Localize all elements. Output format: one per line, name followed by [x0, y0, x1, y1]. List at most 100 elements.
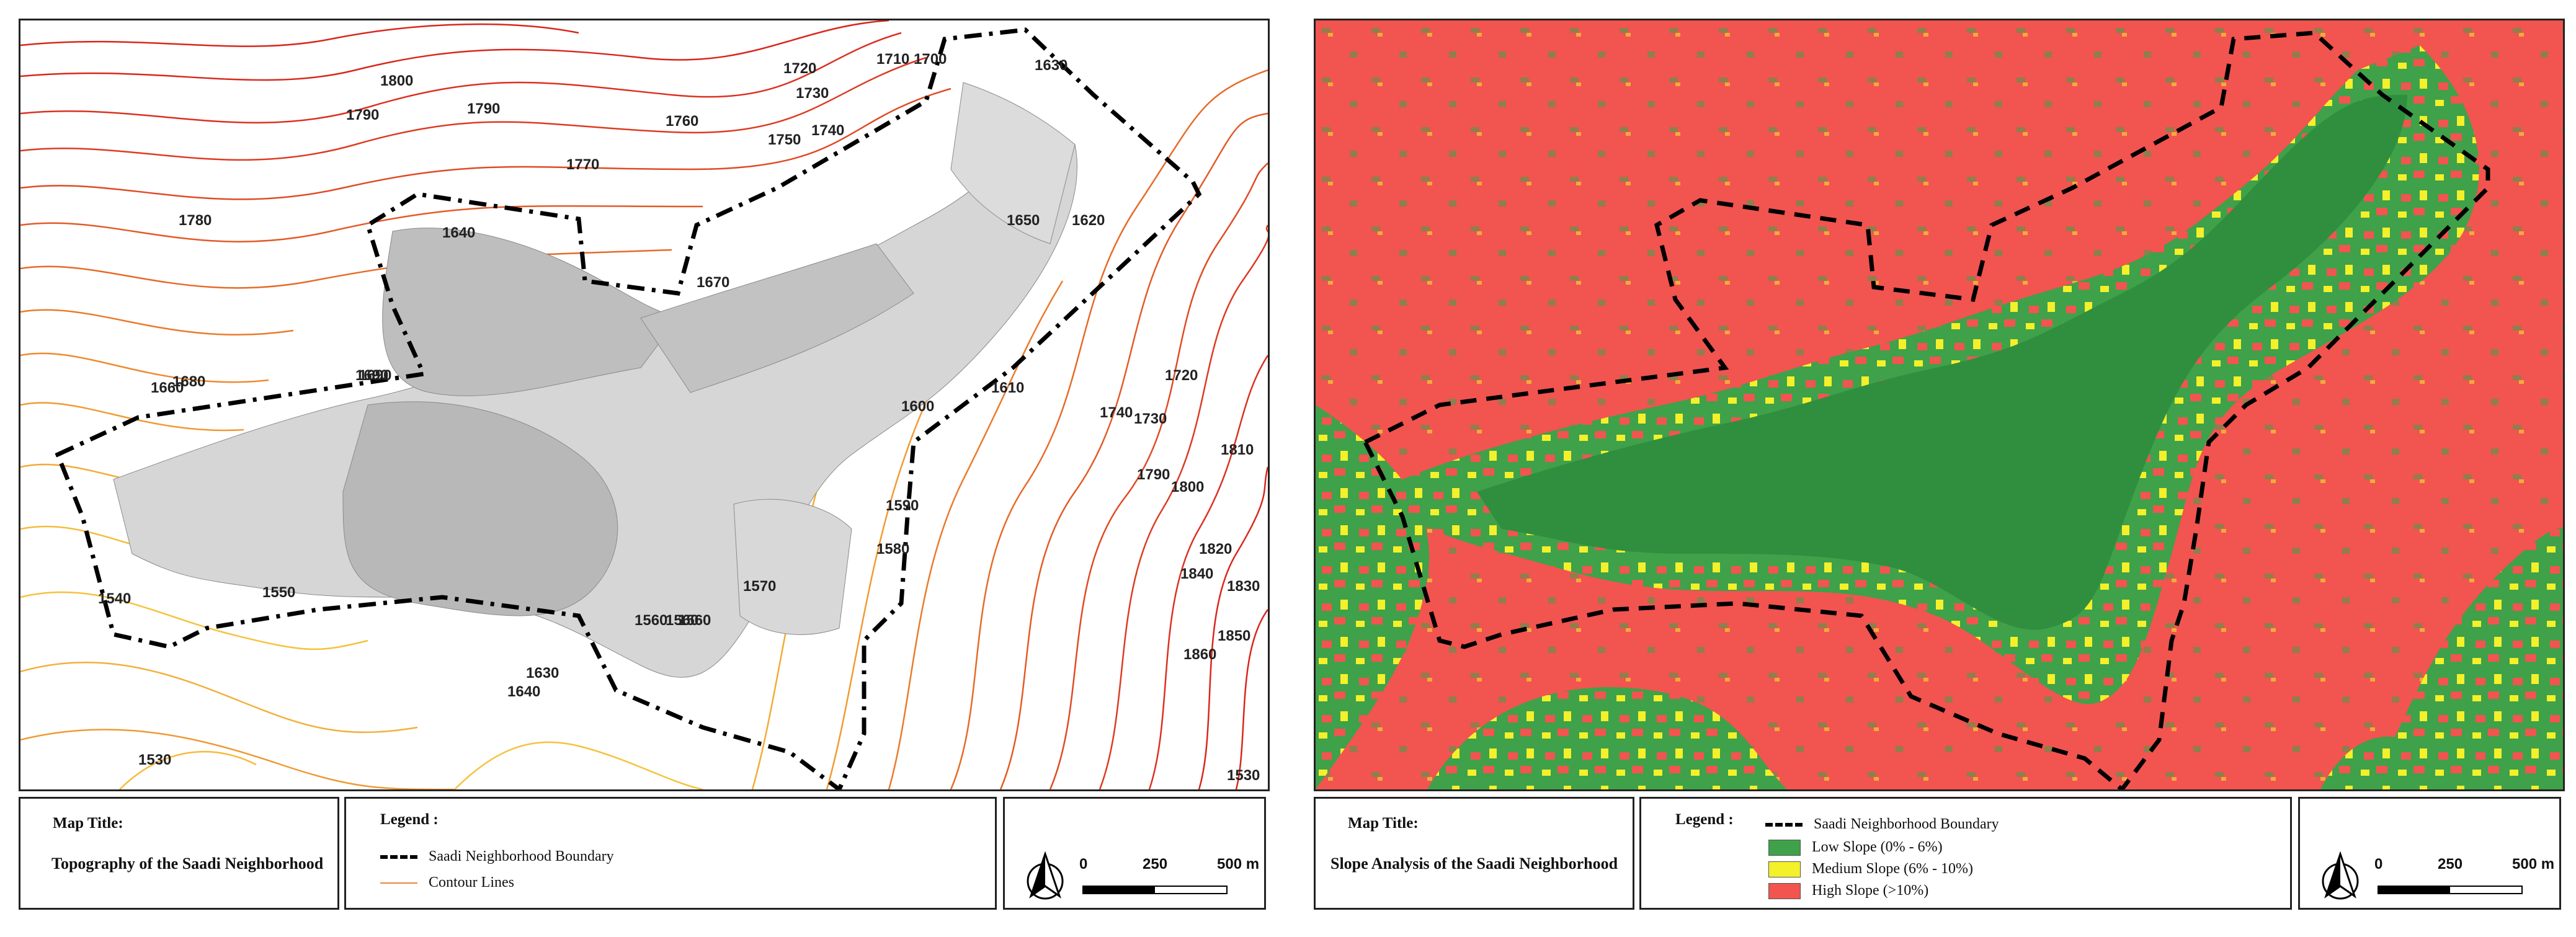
contour-label: 1790 [346, 107, 379, 123]
contour-line [1198, 466, 1268, 789]
legend-item-label: Low Slope (0% - 6%) [1812, 839, 1943, 855]
contour-line-symbol [380, 882, 417, 884]
contour-line [20, 309, 294, 335]
contour-label: 1600 [901, 398, 934, 415]
contour-label: 1530 [138, 752, 171, 768]
low-slope-area [1427, 687, 1787, 789]
contour-label: 1800 [1171, 479, 1204, 495]
contour-line [454, 741, 703, 789]
medium-slope-swatch [1768, 861, 1801, 877]
scale-label-mid: 250 [1143, 856, 1168, 873]
saadi-neighborhood-boundary [55, 27, 1202, 789]
slope-map-frame[interactable] [1314, 19, 2565, 791]
saadi-neighborhood-boundary [1362, 30, 2490, 789]
contour-label: 1630 [526, 665, 559, 682]
dashed-line-symbol [380, 855, 417, 859]
legend-item-low-slope: Low Slope (0% - 6%) [1768, 839, 1943, 856]
slope-map-canvas [1316, 20, 2563, 789]
contour-line [999, 112, 1268, 789]
contour-label: 1640 [507, 683, 540, 700]
contour-line [20, 729, 455, 789]
contour-line [20, 591, 368, 651]
contour-label: 1800 [380, 73, 413, 89]
contour-line [1235, 609, 1268, 789]
scale-bar [2378, 886, 2523, 894]
contour-label: 1540 [98, 590, 131, 607]
contour-label: 1530 [1227, 767, 1260, 784]
north-arrow-icon [1027, 851, 1064, 900]
contour-label: 1660 [151, 380, 184, 396]
legend-item-label: Saadi Neighborhood Boundary [1814, 816, 1999, 832]
contour-label: 1670 [697, 274, 729, 291]
contour-line [20, 56, 927, 161]
scale-label-end: 500 m [2512, 856, 2555, 873]
contour-label: 1860 [1183, 646, 1216, 663]
topography-map-frame[interactable]: 1800 1790 1790 1780 1770 1760 1750 1740 … [19, 19, 1270, 791]
contour-label: 1820 [1199, 541, 1232, 557]
low-slope-swatch [1768, 839, 1801, 856]
scale-label-start: 0 [1079, 856, 1088, 873]
dashed-line-symbol [1765, 822, 1803, 827]
legend-item-boundary: Saadi Neighborhood Boundary [1765, 816, 1999, 833]
contour-label: 1570 [743, 578, 776, 595]
contour-label: 1770 [566, 156, 599, 173]
map-title-label: Map Title: [53, 815, 123, 832]
contour-label: 1710 [876, 51, 909, 68]
contour-label: 1850 [1218, 628, 1250, 644]
map-title-box: Map Title: Slope Analysis of the Saadi N… [1314, 797, 1634, 910]
map-title-box: Map Title: Topography of the Saadi Neigh… [19, 797, 339, 910]
scale-box: 0 250 500 m [1003, 797, 1266, 910]
legend-item-high-slope: High Slope (>10%) [1768, 882, 1928, 899]
map-title: Topography of the Saadi Neighborhood [51, 855, 324, 873]
contour-line [950, 69, 1268, 789]
scale-box: 0 250 500 m [2298, 797, 2561, 910]
low-slope-area [2320, 736, 2407, 789]
legend-item-label: Medium Slope (6% - 10%) [1812, 861, 1973, 877]
contour-label: 1720 [1165, 367, 1198, 384]
contour-label: 1840 [1180, 566, 1213, 582]
contour-label: 1640 [442, 224, 475, 241]
legend-item-contours: Contour Lines [380, 874, 514, 891]
contour-label: 1550 [262, 584, 295, 601]
contour-line [20, 23, 579, 47]
contour-label: 1740 [811, 122, 844, 139]
contour-label: 1560 [678, 612, 711, 629]
low-slope-core [1477, 95, 2407, 630]
legend-label: Legend : [380, 811, 439, 828]
legend-box: Legend : Saadi Neighborhood Boundary Low… [1639, 797, 2292, 910]
contour-label: 1650 [1007, 212, 1040, 229]
contour-line [20, 352, 269, 383]
scale-label-start: 0 [2374, 856, 2383, 873]
contour-label: 1590 [886, 497, 919, 514]
contour-label: 1560 [666, 612, 698, 629]
contour-label: 1730 [1134, 411, 1167, 427]
contour-label: 1740 [1100, 404, 1133, 421]
contour-line [20, 402, 244, 432]
legend-item-label: Contour Lines [429, 874, 514, 890]
legend-item-medium-slope: Medium Slope (6% - 10%) [1768, 861, 1973, 877]
scale-label-mid: 250 [2438, 856, 2463, 873]
contour-line [20, 20, 889, 81]
contour-label: 1750 [768, 131, 801, 148]
contour-line [20, 205, 703, 242]
contour-line [1049, 162, 1268, 789]
contour-label: 1760 [666, 113, 698, 130]
low-slope-area [2370, 528, 2563, 789]
contour-line [20, 87, 952, 200]
contour-label: 1690 [359, 367, 391, 384]
contour-line [1099, 224, 1268, 789]
building-footprints [113, 82, 1077, 678]
contour-label: 1780 [179, 212, 212, 229]
contour-line [20, 32, 902, 124]
legend-item-boundary: Saadi Neighborhood Boundary [380, 848, 614, 865]
legend-box: Legend : Saadi Neighborhood Boundary Con… [344, 797, 997, 910]
contour-label: 1700 [914, 51, 947, 68]
contour-line [20, 662, 418, 734]
slope-map-panel: Map Title: Slope Analysis of the Saadi N… [1314, 0, 2576, 937]
contour-label: 1620 [1072, 212, 1105, 229]
low-slope-area [1316, 405, 1430, 789]
contour-label: 1610 [991, 380, 1024, 396]
legend-item-label: Saadi Neighborhood Boundary [429, 848, 614, 864]
contour-label: 1690 [355, 367, 388, 384]
contour-label: 1790 [1137, 466, 1170, 483]
